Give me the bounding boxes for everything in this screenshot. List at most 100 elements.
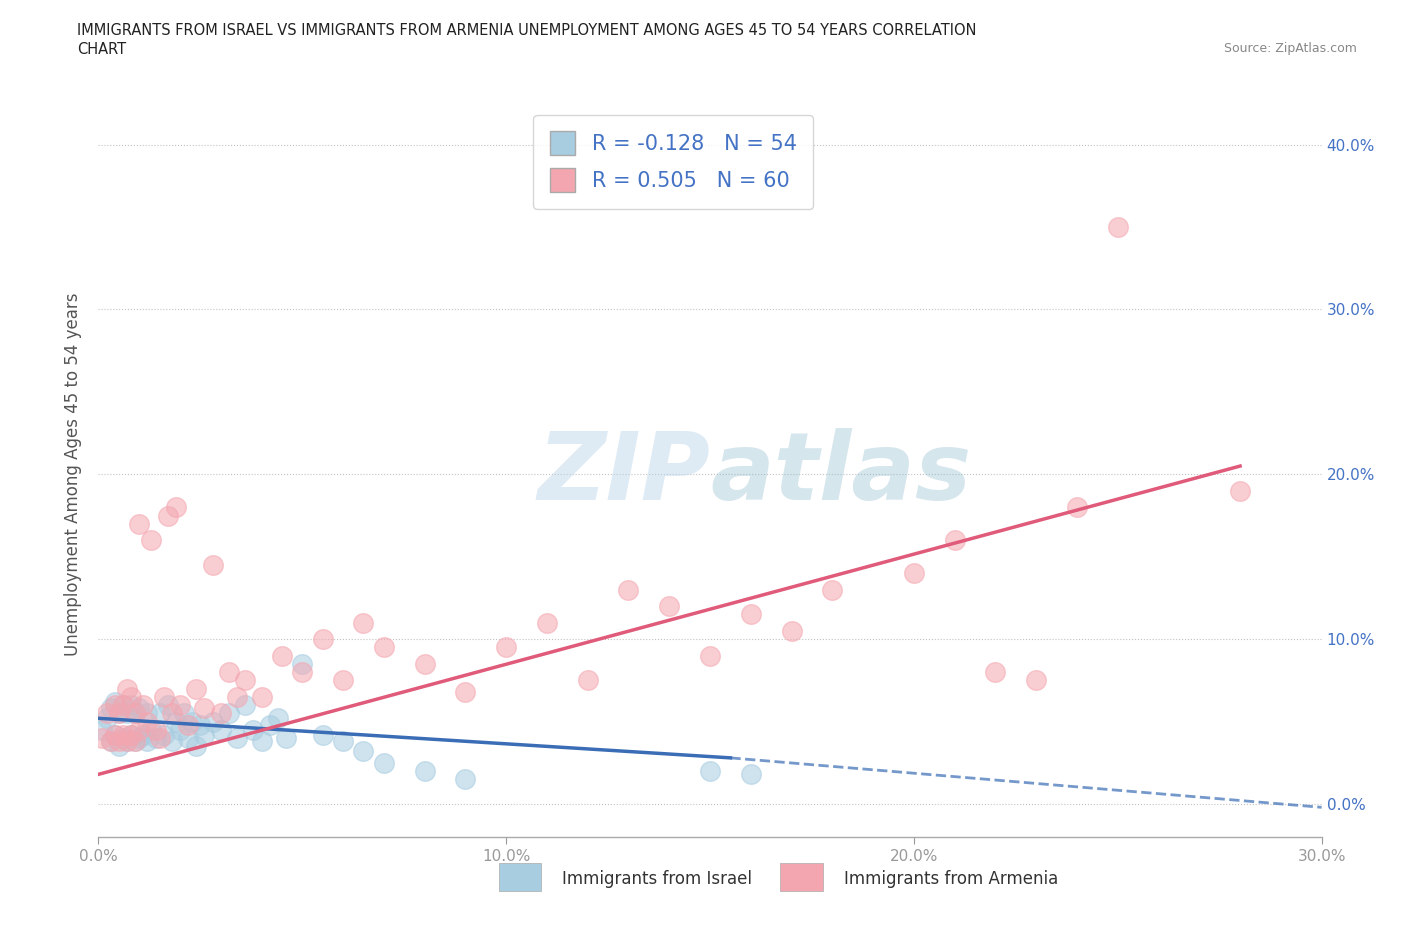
Point	[141, 533, 163, 548]
Point	[943, 533, 966, 548]
Point	[152, 689, 174, 704]
Point	[111, 727, 134, 742]
Point	[145, 723, 167, 737]
Point	[120, 727, 142, 742]
Text: Source: ZipAtlas.com: Source: ZipAtlas.com	[1223, 42, 1357, 55]
Point	[160, 706, 183, 721]
Point	[984, 665, 1007, 680]
Point	[177, 717, 200, 732]
Point	[780, 623, 803, 638]
Point	[312, 631, 335, 646]
Text: atlas: atlas	[710, 429, 972, 520]
Point	[186, 738, 208, 753]
Point	[145, 731, 167, 746]
Text: IMMIGRANTS FROM ISRAEL VS IMMIGRANTS FROM ARMENIA UNEMPLOYMENT AMONG AGES 45 TO : IMMIGRANTS FROM ISRAEL VS IMMIGRANTS FRO…	[77, 23, 977, 38]
Point	[165, 499, 187, 514]
Point	[181, 714, 204, 729]
Point	[156, 698, 179, 712]
Point	[124, 706, 146, 721]
Point	[250, 734, 273, 749]
Point	[495, 640, 517, 655]
Point	[132, 727, 155, 742]
Point	[128, 701, 150, 716]
Point	[115, 706, 138, 721]
Point	[169, 698, 191, 712]
Point	[536, 616, 558, 631]
Point	[1066, 499, 1088, 514]
Point	[413, 657, 436, 671]
Point	[96, 711, 118, 725]
Point	[201, 558, 224, 573]
Point	[128, 723, 150, 737]
Point	[152, 727, 174, 742]
Point	[169, 723, 191, 737]
Point	[100, 734, 122, 749]
Point	[201, 714, 224, 729]
Point	[111, 698, 134, 712]
Point	[218, 706, 240, 721]
Point	[226, 731, 249, 746]
Point	[352, 744, 374, 759]
Point	[104, 695, 127, 710]
Point	[209, 706, 232, 721]
Point	[373, 755, 395, 770]
Point	[1107, 219, 1129, 234]
Point	[233, 673, 256, 688]
Point	[100, 734, 122, 749]
Point	[104, 727, 127, 742]
Point	[903, 565, 925, 580]
Point	[270, 648, 294, 663]
Point	[1025, 673, 1047, 688]
Point	[193, 701, 215, 716]
Point	[115, 734, 138, 749]
Point	[115, 681, 138, 696]
Point	[291, 657, 314, 671]
Point	[740, 607, 762, 622]
Point	[267, 711, 290, 725]
Point	[91, 731, 114, 746]
Point	[617, 582, 640, 597]
Text: Immigrants from Israel: Immigrants from Israel	[562, 870, 752, 888]
Point	[233, 698, 256, 712]
Point	[104, 727, 127, 742]
Point	[128, 516, 150, 531]
Point	[291, 665, 314, 680]
Point	[218, 665, 240, 680]
Point	[373, 640, 395, 655]
Point	[120, 698, 142, 712]
Point	[259, 717, 281, 732]
Point	[250, 689, 273, 704]
Point	[149, 706, 172, 721]
Point	[186, 681, 208, 696]
Point	[454, 684, 477, 699]
Point	[160, 734, 183, 749]
Point	[120, 727, 142, 742]
Point	[332, 673, 354, 688]
Point	[136, 734, 159, 749]
Point	[124, 734, 146, 749]
Point	[576, 673, 599, 688]
Point	[108, 734, 131, 749]
Point	[149, 731, 172, 746]
Point	[91, 723, 114, 737]
Point	[413, 764, 436, 778]
Point	[209, 723, 232, 737]
Point	[128, 731, 150, 746]
Point	[156, 508, 179, 523]
Point	[1229, 484, 1251, 498]
Text: Immigrants from Armenia: Immigrants from Armenia	[844, 870, 1057, 888]
Legend: R = -0.128   N = 54, R = 0.505   N = 60: R = -0.128 N = 54, R = 0.505 N = 60	[533, 114, 813, 208]
Point	[136, 706, 159, 721]
Point	[111, 698, 134, 712]
Point	[274, 731, 297, 746]
Point	[108, 706, 131, 721]
Point	[173, 706, 195, 721]
Point	[454, 772, 477, 787]
Point	[699, 648, 721, 663]
Point	[108, 706, 131, 721]
Point	[136, 714, 159, 729]
Point	[115, 734, 138, 749]
Text: ZIP: ZIP	[537, 429, 710, 520]
Point	[352, 616, 374, 631]
Point	[226, 689, 249, 704]
